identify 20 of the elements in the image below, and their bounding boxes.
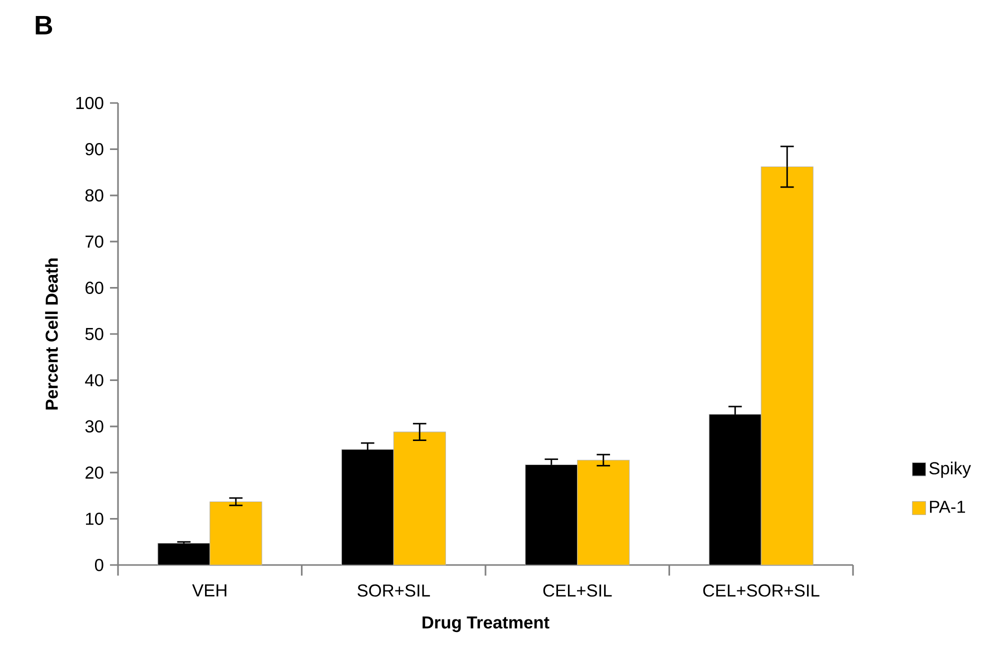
y-tick-label: 90 (85, 143, 104, 156)
y-tick-label: 50 (85, 328, 104, 340)
legend-label: PA-1 (930, 500, 966, 513)
x-axis-title: Drug Treatment (422, 616, 550, 632)
y-tick-label: 40 (85, 374, 104, 386)
text: B (36, 16, 52, 34)
y-tick-label: 70 (86, 235, 104, 248)
y-tick-label: 30 (85, 420, 104, 433)
y-tick-label: 0 (94, 558, 104, 572)
x-tick-label: SOR+SIL (358, 584, 430, 597)
x-tick-label: VEH (192, 584, 226, 596)
y-tick-label: 80 (85, 189, 104, 202)
y-tick-label: 100 (76, 96, 104, 110)
y-tick-label: 60 (86, 282, 104, 294)
y-tick-label: 20 (86, 466, 104, 479)
y-axis-title: Percent Cell Death (45, 258, 58, 410)
legend-label: Spiky (929, 462, 971, 478)
x-tick-label: CEL+SOR+SIL (703, 584, 820, 597)
x-tick-label: CEL+SIL (543, 584, 612, 597)
y-tick-label: 10 (86, 512, 104, 525)
